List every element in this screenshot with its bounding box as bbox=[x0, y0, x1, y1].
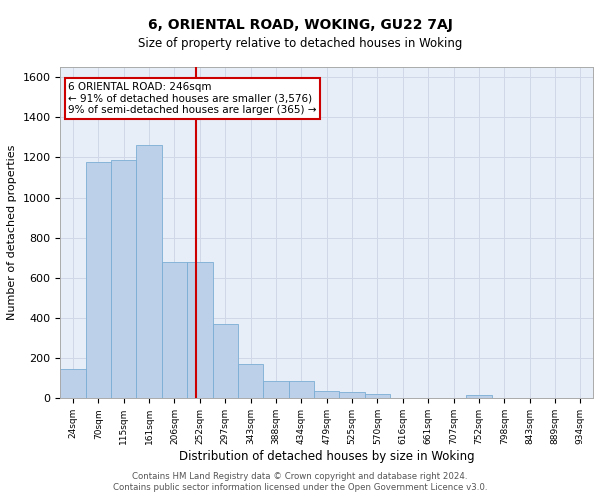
X-axis label: Distribution of detached houses by size in Woking: Distribution of detached houses by size … bbox=[179, 450, 475, 463]
Bar bbox=[263, 382, 289, 398]
Bar bbox=[111, 160, 136, 398]
Text: Contains public sector information licensed under the Open Government Licence v3: Contains public sector information licen… bbox=[113, 484, 487, 492]
Y-axis label: Number of detached properties: Number of detached properties bbox=[7, 145, 17, 320]
Bar bbox=[86, 162, 111, 398]
Bar bbox=[238, 364, 263, 398]
Text: Size of property relative to detached houses in Woking: Size of property relative to detached ho… bbox=[138, 38, 462, 51]
Bar bbox=[466, 396, 491, 398]
Bar bbox=[340, 392, 365, 398]
Text: Contains HM Land Registry data © Crown copyright and database right 2024.: Contains HM Land Registry data © Crown c… bbox=[132, 472, 468, 481]
Text: 6, ORIENTAL ROAD, WOKING, GU22 7AJ: 6, ORIENTAL ROAD, WOKING, GU22 7AJ bbox=[148, 18, 452, 32]
Bar bbox=[162, 262, 187, 398]
Bar bbox=[136, 146, 162, 398]
Bar bbox=[61, 368, 86, 398]
Bar bbox=[289, 382, 314, 398]
Text: 6 ORIENTAL ROAD: 246sqm
← 91% of detached houses are smaller (3,576)
9% of semi-: 6 ORIENTAL ROAD: 246sqm ← 91% of detache… bbox=[68, 82, 317, 115]
Bar bbox=[314, 391, 340, 398]
Bar bbox=[187, 262, 212, 398]
Bar bbox=[365, 394, 390, 398]
Bar bbox=[212, 324, 238, 398]
